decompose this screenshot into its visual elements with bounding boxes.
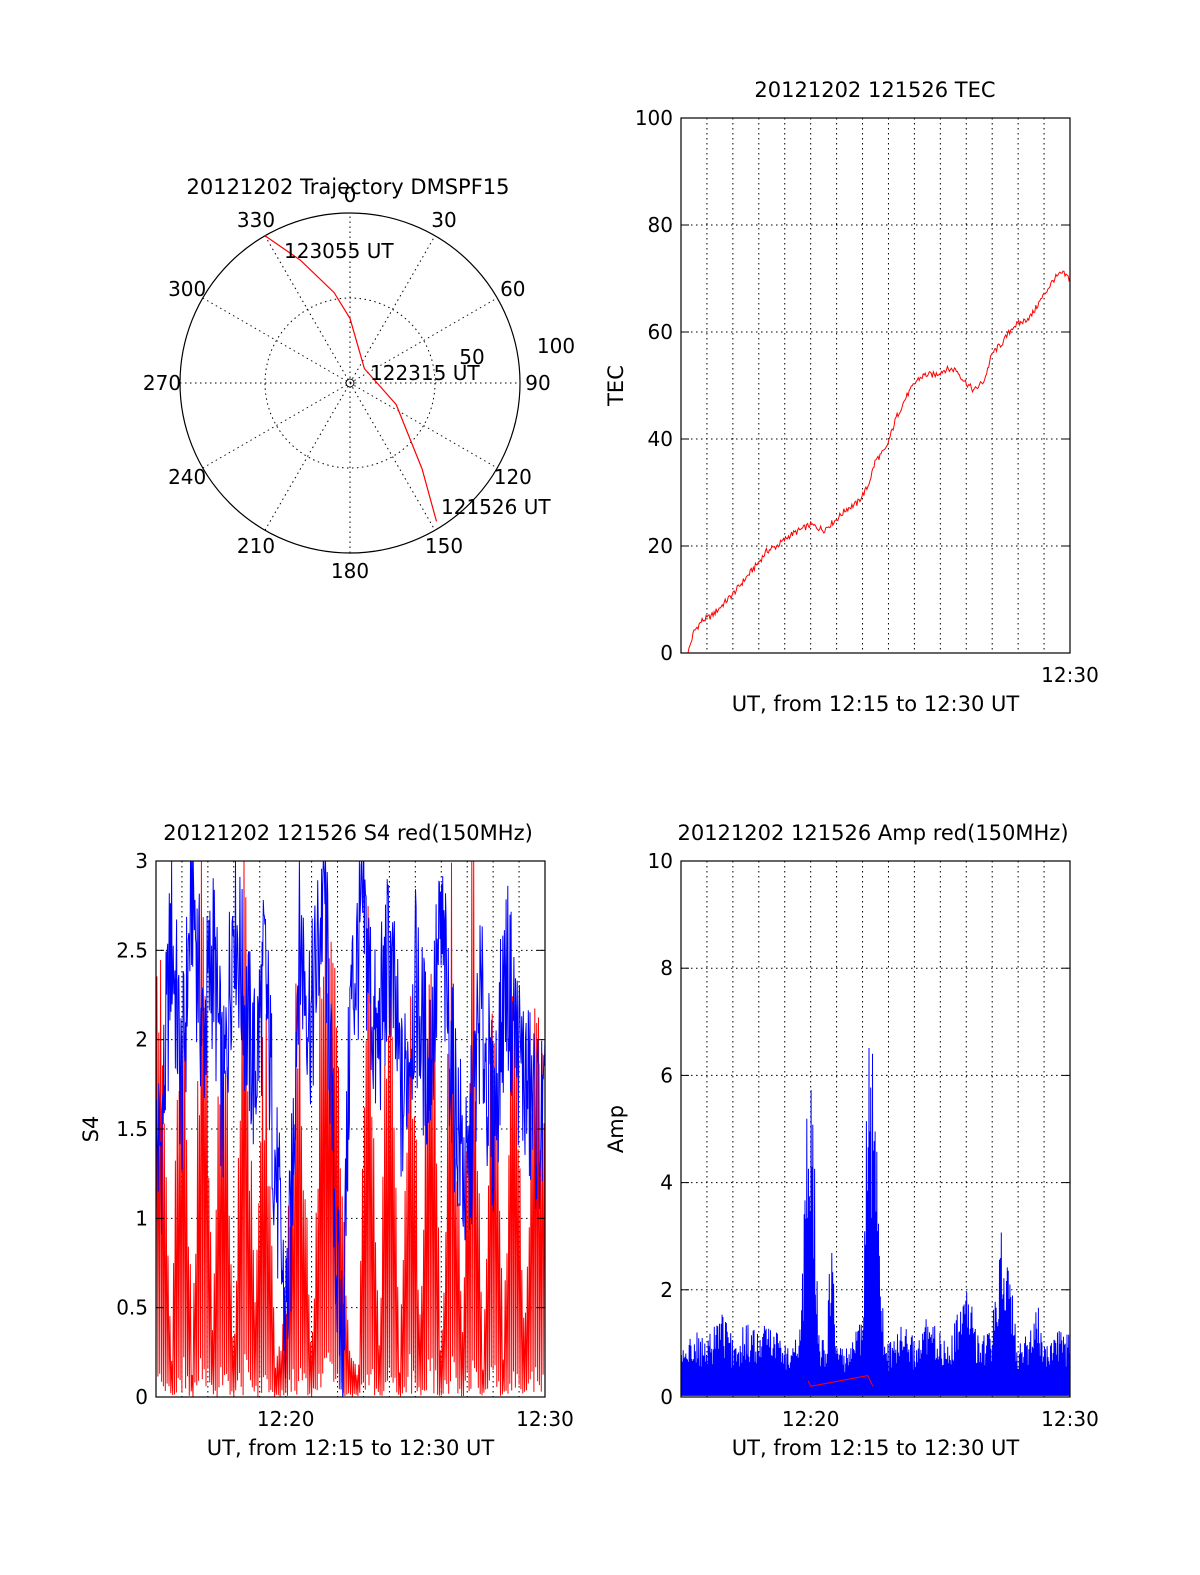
y-tick-label: 1 xyxy=(135,1206,148,1230)
amp-plot-frame xyxy=(680,860,1071,1398)
radius-label-50: 50 xyxy=(459,345,484,369)
polar-angle-label-330: 330 xyxy=(237,208,275,232)
y-tick-label: 40 xyxy=(648,427,673,451)
s4-series xyxy=(155,860,546,1398)
y-tick-label: 0 xyxy=(660,641,673,665)
x-tick-label: 12:20 xyxy=(782,1407,840,1431)
trajectory-polar-plot: 20121202 Trajectory DMSPF15 0 30 60 90 120 15… xyxy=(143,175,575,583)
y-tick-label: 20 xyxy=(648,534,673,558)
polar-angle-label-300: 300 xyxy=(168,277,206,301)
y-tick-label: 2 xyxy=(135,1028,148,1052)
amp-title: 20121202 121526 Amp red(150MHz) xyxy=(677,821,1068,845)
tec-title: 20121202 121526 TEC xyxy=(754,78,995,102)
y-tick-label: 8 xyxy=(660,956,673,980)
x-tick-label: 12:30 xyxy=(516,1407,574,1431)
polar-angle-label-90: 90 xyxy=(525,371,550,395)
tec-panel: 20121202 121526 TEC 0 20 40 60 80 100 12:30 UT… xyxy=(604,78,1099,716)
annotation-start-time: 121526 UT xyxy=(441,495,551,519)
s4-title: 20121202 121526 S4 red(150MHz) xyxy=(163,821,533,845)
amp-y-axis-label: Amp xyxy=(604,1105,628,1153)
y-tick-label: 60 xyxy=(648,320,673,344)
amp-x-axis-label: UT, from 12:15 to 12:30 UT xyxy=(732,1436,1020,1460)
trajectory-track-line xyxy=(264,235,438,522)
x-tick-label: 12:30 xyxy=(1041,663,1099,687)
radius-label-100: 100 xyxy=(537,334,575,358)
tec-gridlines xyxy=(681,118,1070,653)
y-tick-label: 2.5 xyxy=(116,938,148,962)
tec-series xyxy=(687,270,1071,654)
amp-panel: 20121202 121526 Amp red(150MHz) 0 2 4 6 8 10 1… xyxy=(604,821,1099,1460)
polar-angle-labels: 0 30 60 90 120 150 180 210 240 270 300 330 xyxy=(143,183,551,583)
y-tick-label: 6 xyxy=(660,1063,673,1087)
polar-spoke-150 xyxy=(264,235,436,531)
polar-angle-label-120: 120 xyxy=(494,465,532,489)
tec-x-axis-label: UT, from 12:15 to 12:30 UT xyxy=(732,692,1020,716)
y-tick-label: 100 xyxy=(635,106,673,130)
y-tick-label: 3 xyxy=(135,849,148,873)
tec-axis-ticks: 0 20 40 60 80 100 12:30 xyxy=(635,106,1099,687)
polar-spokes xyxy=(180,213,520,553)
y-tick-label: 2 xyxy=(660,1278,673,1302)
y-tick-label: 80 xyxy=(648,213,673,237)
annotation-mid-time: 122315 UT xyxy=(370,361,480,385)
y-tick-label: 0 xyxy=(660,1385,673,1409)
y-tick-label: 0.5 xyxy=(116,1296,148,1320)
s4-panel: 20121202 121526 S4 red(150MHz) 0 0.5 1 1.5 2… xyxy=(79,821,574,1460)
s4-series-blue-line xyxy=(155,860,546,1398)
tec-plot-frame xyxy=(680,117,1071,654)
polar-angle-label-270: 270 xyxy=(143,371,181,395)
x-tick-label: 12:20 xyxy=(257,1407,315,1431)
s4-x-axis-label: UT, from 12:15 to 12:30 UT xyxy=(207,1436,495,1460)
tec-y-axis-label: TEC xyxy=(604,365,628,407)
polar-angle-label-30: 30 xyxy=(431,208,456,232)
trajectory-title: 20121202 Trajectory DMSPF15 xyxy=(186,175,509,199)
amp-series-red-line xyxy=(807,1375,874,1387)
polar-angle-label-0: 0 xyxy=(344,183,357,207)
polar-angle-label-60: 60 xyxy=(500,277,525,301)
polar-angle-label-210: 210 xyxy=(237,534,275,558)
y-tick-label: 10 xyxy=(648,849,673,873)
tec-series-red-line xyxy=(687,270,1071,654)
amp-series-blue-line xyxy=(680,1047,1071,1396)
y-tick-label: 4 xyxy=(660,1171,673,1195)
polar-angle-label-180: 180 xyxy=(331,559,369,583)
x-tick-label: 12:30 xyxy=(1041,1407,1099,1431)
s4-series-red-line xyxy=(155,860,546,1397)
polar-angle-label-240: 240 xyxy=(168,465,206,489)
y-tick-label: 1.5 xyxy=(116,1117,148,1141)
amp-series xyxy=(680,1047,1071,1396)
polar-center xyxy=(345,378,355,388)
s4-y-axis-label: S4 xyxy=(79,1116,103,1143)
annotation-end-time: 123055 UT xyxy=(284,239,394,263)
s4-axis-ticks: 0 0.5 1 1.5 2 2.5 3 12:20 12:30 xyxy=(116,849,574,1431)
amp-axis-ticks: 0 2 4 6 8 10 12:20 12:30 xyxy=(648,849,1099,1431)
polar-angle-label-150: 150 xyxy=(425,534,463,558)
y-tick-label: 0 xyxy=(135,1385,148,1409)
